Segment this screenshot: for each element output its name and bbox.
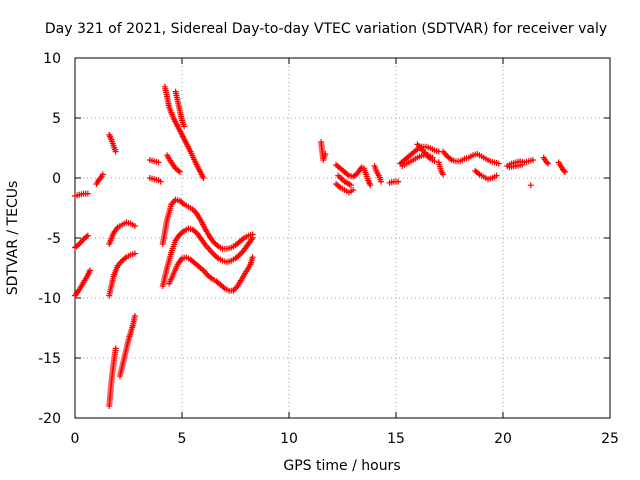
data-point	[131, 313, 138, 319]
data-point	[176, 169, 183, 175]
data-point	[348, 182, 355, 189]
x-tick-label: 25	[601, 431, 619, 447]
chart-title: Day 321 of 2021, Sidereal Day-to-day VTE…	[45, 21, 607, 37]
data-point	[84, 190, 91, 197]
data-point	[495, 160, 502, 167]
y-tick-label: -15	[38, 351, 61, 367]
y-tick-label: 10	[43, 51, 61, 67]
data-point	[99, 171, 106, 178]
x-tick-label: 5	[178, 431, 187, 447]
data-point	[367, 182, 374, 189]
data-point	[440, 171, 447, 178]
data-point	[544, 160, 551, 167]
data-point	[350, 187, 357, 193]
x-tick-label: 15	[387, 431, 405, 447]
data-point	[249, 235, 256, 241]
y-tick-labels: -20 -15 -10 -5 0 5 10	[38, 51, 61, 427]
data-point	[131, 250, 138, 257]
data-point	[131, 223, 138, 229]
data-point	[84, 232, 91, 239]
data-point	[378, 178, 385, 185]
data-point	[200, 175, 207, 181]
grid-lines	[75, 58, 610, 418]
data-point	[543, 159, 550, 166]
x-axis-label: GPS time / hours	[283, 458, 400, 474]
data-point	[431, 158, 438, 165]
data-point	[519, 161, 526, 168]
y-tick-label: -10	[38, 291, 61, 307]
data-point	[112, 148, 119, 155]
data-point	[157, 178, 164, 185]
data-point	[112, 345, 119, 352]
x-tick-label: 20	[494, 431, 512, 447]
y-tick-label: -5	[47, 231, 61, 247]
data-point	[155, 159, 162, 166]
x-tick-label: 10	[280, 431, 298, 447]
data-point	[181, 123, 188, 130]
y-tick-label: 0	[52, 171, 61, 187]
y-axis-label: SDTVAR / TECUs	[5, 181, 21, 296]
y-tick-label: -20	[38, 411, 61, 427]
x-tick-labels: 0 5 10 15 20 25	[71, 431, 619, 447]
data-point	[529, 157, 536, 163]
data-point	[86, 267, 93, 274]
data-point	[395, 178, 402, 185]
data-points	[72, 83, 569, 409]
data-point	[493, 172, 500, 179]
x-tick-label: 0	[71, 431, 80, 447]
y-tick-label: 5	[52, 111, 61, 127]
data-point	[322, 151, 329, 157]
data-point	[527, 182, 534, 189]
plot-frame	[74, 57, 611, 419]
data-point	[249, 254, 256, 261]
data-point	[562, 169, 569, 175]
data-point	[560, 167, 567, 174]
